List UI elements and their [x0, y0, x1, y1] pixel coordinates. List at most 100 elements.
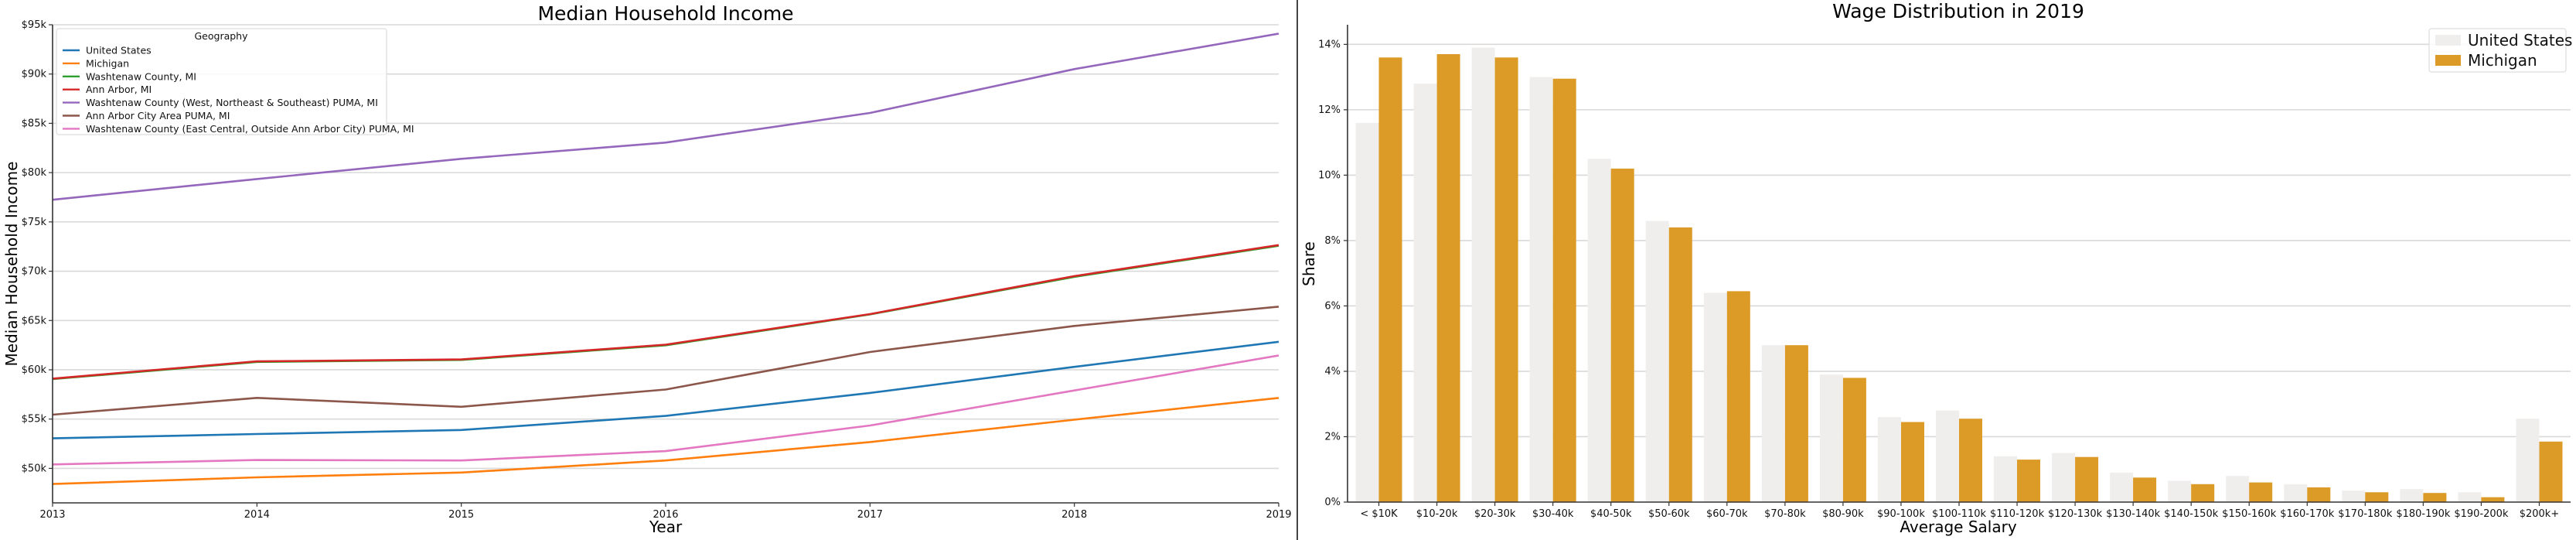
legend-swatch-united-states	[2435, 35, 2461, 46]
income-y-tick-label: $85k	[22, 118, 47, 129]
bar-michigan-17	[2307, 487, 2331, 502]
wage-y-tick-label: 14%	[1318, 39, 1341, 50]
bar-united-states-4	[1529, 77, 1553, 503]
bar-michigan-5	[1610, 168, 1634, 502]
wage-x-tick-label: $70-80k	[1764, 508, 1806, 520]
bar-united-states-12	[1994, 456, 2017, 502]
wage-x-tick-label: $200k+	[2520, 508, 2560, 520]
series-line-washtenaw-county-east-central-outside-ann-arbor-city-puma-mi	[52, 354, 1279, 466]
income-y-axis-label: Median Household Income	[2, 162, 21, 367]
bar-united-states-9	[1819, 374, 1843, 502]
bar-united-states-16	[2226, 476, 2250, 502]
bar-michigan-12	[2017, 460, 2040, 502]
wage-y-tick-label: 8%	[1324, 235, 1341, 247]
income-y-tick-label: $65k	[22, 315, 47, 326]
series-line-ann-arbor-mi	[52, 244, 1279, 380]
bar-united-states-2	[1413, 84, 1437, 503]
wage-y-ticks: 0% 2% 4% 6% 8% 10% 12% 14%	[1318, 39, 1348, 508]
wage-x-tick-label: < $10K	[1360, 508, 1398, 520]
wage-chart-title: Wage Distribution in 2019	[1832, 0, 2084, 22]
bar-united-states-20	[2458, 492, 2482, 502]
wage-x-tick-label: $60-70k	[1706, 508, 1748, 520]
wage-x-tick-label: $180-190k	[2396, 508, 2451, 520]
income-y-ticks: $50k $55k $60k $65k $70k $75k $80k $85k $90k $95k	[22, 19, 53, 474]
wage-x-tick-label: $30-40k	[1532, 508, 1574, 520]
bar-michigan-20	[2481, 497, 2505, 502]
legend-label-ann-arbor-city-area-puma-mi: Ann Arbor City Area PUMA, MI	[86, 110, 230, 121]
income-x-axis-label: Year	[649, 518, 683, 536]
income-y-tick-label: $50k	[22, 463, 47, 474]
wage-x-tick-label: $90-100k	[1877, 508, 1925, 520]
income-x-tick-label: 2015	[448, 509, 474, 521]
legend-label-ann-arbor-mi: Ann Arbor, MI	[86, 84, 152, 95]
bar-michigan-18	[2365, 492, 2389, 502]
wage-x-tick-label: $10-20k	[1416, 508, 1458, 520]
bar-michigan-9	[1842, 378, 1866, 502]
wage-x-tick-label: $150-160k	[2222, 508, 2277, 520]
legend-label-united-states: United States	[86, 45, 152, 56]
wage-y-tick-label: 6%	[1324, 300, 1341, 312]
wage-y-tick-label: 10%	[1318, 169, 1341, 181]
income-x-tick-label: 2019	[1266, 509, 1291, 521]
wage-x-tick-label: $100-110k	[1932, 508, 1987, 520]
income-y-tick-label: $90k	[22, 69, 47, 80]
series-line-washtenaw-county-west-northeast-southeast-puma-mi	[52, 32, 1279, 201]
income-chart: $50k $55k $60k $65k $70k $75k $80k $85k $90k $95k…	[2, 2, 1292, 536]
bar-united-states-14	[2110, 473, 2134, 502]
income-y-tick-label: $80k	[22, 167, 47, 179]
income-lines	[52, 32, 1279, 485]
series-line-ann-arbor-city-area-puma-mi	[52, 306, 1279, 416]
bar-michigan-1	[1378, 57, 1402, 503]
bar-michigan-10	[1901, 422, 1924, 502]
bar-michigan-15	[2191, 484, 2215, 502]
income-x-tick-label: 2018	[1061, 509, 1087, 521]
series-line-united-states	[52, 340, 1279, 439]
bar-united-states-7	[1703, 292, 1727, 502]
income-x-tick-label: 2016	[653, 509, 678, 521]
bar-michigan-11	[1959, 419, 1982, 502]
wage-x-tick-label: $130-140k	[2106, 508, 2161, 520]
wage-x-tick-label: $80-90k	[1822, 508, 1864, 520]
wage-y-tick-label: 2%	[1324, 431, 1341, 443]
wage-y-axis-label: Share	[1300, 241, 1318, 286]
wage-y-tick-label: 0%	[1324, 497, 1341, 508]
bar-united-states-21	[2516, 419, 2540, 502]
bar-michigan-19	[2423, 493, 2447, 502]
bar-michigan-6	[1668, 227, 1692, 502]
wage-x-tick-label: $40-50k	[1590, 508, 1632, 520]
income-x-tick-label: 2017	[857, 509, 883, 521]
legend-swatch-michigan	[2435, 55, 2461, 66]
income-gridlines	[53, 24, 1279, 470]
income-y-tick-label: $60k	[22, 364, 47, 376]
wage-x-tick-label: $190-200k	[2454, 508, 2509, 520]
income-legend-title: Geography	[194, 30, 248, 42]
bar-michigan-8	[1784, 345, 1808, 502]
legend-label-washtenaw-county-mi: Washtenaw County, MI	[86, 70, 196, 82]
income-legend: Geography United StatesMichiganWashtenaw…	[56, 28, 414, 135]
bar-united-states-13	[2052, 453, 2076, 502]
income-chart-title: Median Household Income	[537, 2, 793, 25]
bar-united-states-3	[1471, 47, 1495, 503]
income-legend-box	[56, 28, 387, 135]
bar-united-states-11	[1936, 410, 1959, 502]
income-y-tick-label: $75k	[22, 217, 47, 228]
bar-united-states-17	[2284, 484, 2308, 502]
wage-y-tick-label: 4%	[1324, 366, 1341, 378]
bar-united-states-19	[2400, 489, 2424, 502]
wage-x-tick-label: $50-60k	[1648, 508, 1690, 520]
wage-y-tick-label: 12%	[1318, 104, 1341, 116]
bar-michigan-3	[1494, 57, 1518, 503]
wage-x-tick-label: $120-130k	[2048, 508, 2103, 520]
wage-x-tick-label: $140-150k	[2164, 508, 2219, 520]
bar-united-states-5	[1587, 159, 1611, 503]
wage-chart: 0% 2% 4% 6% 8% 10% 12% 14% < $10K $10-20k $20-30k…	[1300, 0, 2572, 536]
legend-label-united-states: United States	[2468, 31, 2572, 50]
legend-label-washtenaw-county-east-central-outside-ann-arbor-city-puma-mi: Washtenaw County (East Central, Outside …	[86, 123, 414, 135]
bar-michigan-2	[1436, 54, 1460, 502]
bar-united-states-8	[1761, 345, 1785, 502]
income-x-tick-label: 2013	[39, 509, 65, 521]
